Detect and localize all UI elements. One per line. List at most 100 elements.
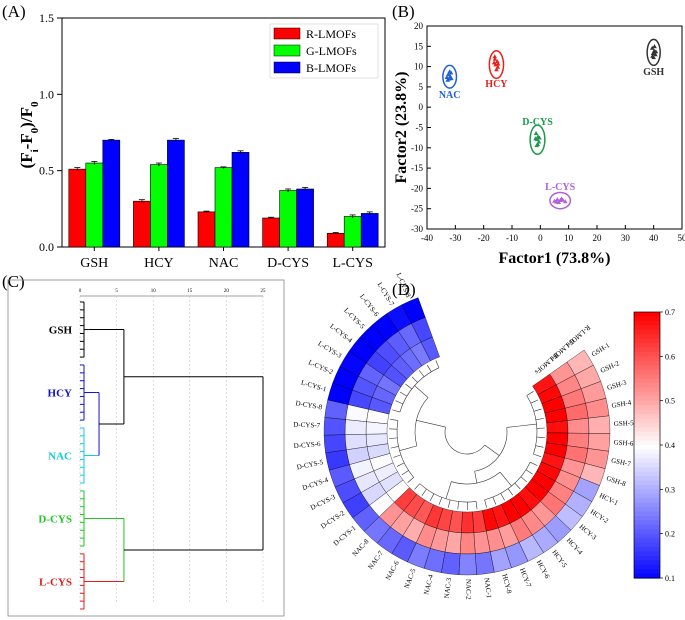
bar xyxy=(102,139,121,248)
tree-leaf xyxy=(533,408,542,412)
colorbar-segment xyxy=(634,431,660,437)
tree-root xyxy=(444,426,485,455)
row-label: HCY-5 xyxy=(550,548,568,569)
colorbar-segment xyxy=(634,511,660,517)
colorbar-tick-label: 0.3 xyxy=(665,485,675,494)
colorbar-segment xyxy=(634,400,660,406)
tree-stem xyxy=(484,444,500,456)
heatmap-cell xyxy=(587,433,611,452)
scale-tick-label: 25 xyxy=(261,289,267,294)
tree-leaf xyxy=(500,493,505,501)
tree-stem xyxy=(445,481,452,499)
scale-tick-label: 10 xyxy=(151,289,157,294)
x-tick-label: 0 xyxy=(538,233,543,243)
row-label: D-CYS-1 xyxy=(332,524,358,548)
colorbar-segment xyxy=(634,484,660,490)
data-point xyxy=(533,136,538,141)
row-label: GSH-3 xyxy=(606,378,628,392)
colorbar-segment xyxy=(634,462,660,468)
x-tick-label: D-CYS xyxy=(267,256,309,271)
colorbar-segment xyxy=(634,409,660,415)
tree-leaf xyxy=(411,376,418,383)
colorbar-segment xyxy=(634,374,660,380)
colorbar-tick-label: 0.2 xyxy=(665,530,675,539)
colorbar-segment xyxy=(634,365,660,371)
data-point xyxy=(537,135,542,140)
row-label: NAC-6 xyxy=(384,559,401,581)
tree-stem xyxy=(474,471,478,484)
row-label: D-CYS-2 xyxy=(319,509,346,531)
cluster-label: L-CYS xyxy=(39,576,72,588)
x-tick-label: L-CYS xyxy=(332,256,372,271)
colorbar-segment xyxy=(634,440,660,446)
tree-leaf xyxy=(438,497,443,505)
colorbar-segment xyxy=(634,405,660,411)
tree-leaf xyxy=(520,476,528,483)
heatmap-cell xyxy=(323,417,346,436)
y-tick-label: -10 xyxy=(411,143,423,153)
tree-stem xyxy=(399,445,417,451)
tree-leaf xyxy=(535,445,544,448)
colorbar-segment xyxy=(634,453,660,459)
tree-leaf xyxy=(399,391,408,397)
bar-chart-a: (Fi-F0)/F0 0.0 0.5 1.0 1.5 GSH HCY NAC D-CYS L-C… xyxy=(17,11,386,271)
confidence-ellipse xyxy=(549,191,572,210)
confidence-ellipse xyxy=(529,124,546,156)
tree-leaf xyxy=(390,418,398,421)
colorbar-segment xyxy=(634,382,660,388)
y-tick-label: 0.0 xyxy=(39,240,54,254)
panel-label-b: (B) xyxy=(392,2,415,21)
cluster-label: HCY xyxy=(48,388,73,400)
colorbar-segment xyxy=(634,312,660,318)
heatmap-cell xyxy=(344,419,367,435)
legend-swatch xyxy=(273,27,301,40)
channel-label: R-LMOFs xyxy=(564,323,591,348)
scale-tick-label: 0 xyxy=(79,289,82,294)
colorbar-segment xyxy=(634,360,660,366)
tree-leaf xyxy=(418,370,425,377)
confidence-ellipse xyxy=(646,38,661,67)
row-label: HCY-8 xyxy=(500,573,513,595)
data-point xyxy=(653,52,658,57)
row-label: D-CYS-6 xyxy=(293,440,321,450)
row-label: NAC-2 xyxy=(464,579,472,600)
tree-stem xyxy=(499,471,512,487)
y-tick-label: 5 xyxy=(419,82,424,92)
y-tick-label: -30 xyxy=(411,224,423,234)
x-tick-label: NAC xyxy=(209,256,239,271)
colorbar-segment xyxy=(634,343,660,349)
cluster-label: NAC xyxy=(48,451,72,463)
colorbar-segment xyxy=(634,325,660,331)
x-tick-label: -40 xyxy=(421,233,433,243)
tree-leaf xyxy=(536,436,545,438)
x-tick-label: 40 xyxy=(649,233,659,243)
row-label: GSH-5 xyxy=(614,419,635,428)
colorbar-segment xyxy=(634,476,660,482)
legend-swatch xyxy=(273,61,301,74)
colorbar-segment xyxy=(634,391,660,397)
colorbar-segment xyxy=(634,458,660,464)
colorbar-segment xyxy=(634,347,660,353)
row-label: HCY-1 xyxy=(598,491,620,507)
row-label: L-CYS-1 xyxy=(300,378,328,393)
row-label: GSH-8 xyxy=(605,474,627,488)
heatmap-cell xyxy=(567,417,590,434)
cluster-label: D-CYS xyxy=(38,513,72,525)
tree-leaf xyxy=(435,360,440,368)
colorbar-segment xyxy=(634,555,660,561)
data-point xyxy=(562,199,568,204)
colorbar-segment xyxy=(634,502,660,508)
data-point xyxy=(491,60,497,65)
group-label: L-CYS xyxy=(545,182,575,193)
tree-leaf xyxy=(530,461,538,466)
colorbar-tick-label: 0.1 xyxy=(665,574,675,583)
colorbar-segment xyxy=(634,551,660,557)
heatmap-cell xyxy=(546,420,569,434)
bar xyxy=(197,211,216,248)
tree-leaf xyxy=(429,493,435,501)
data-point xyxy=(653,49,659,54)
bar xyxy=(68,168,87,248)
bar xyxy=(343,216,362,248)
row-label: D-CYS-5 xyxy=(296,458,324,471)
colorbar-segment xyxy=(634,560,660,566)
